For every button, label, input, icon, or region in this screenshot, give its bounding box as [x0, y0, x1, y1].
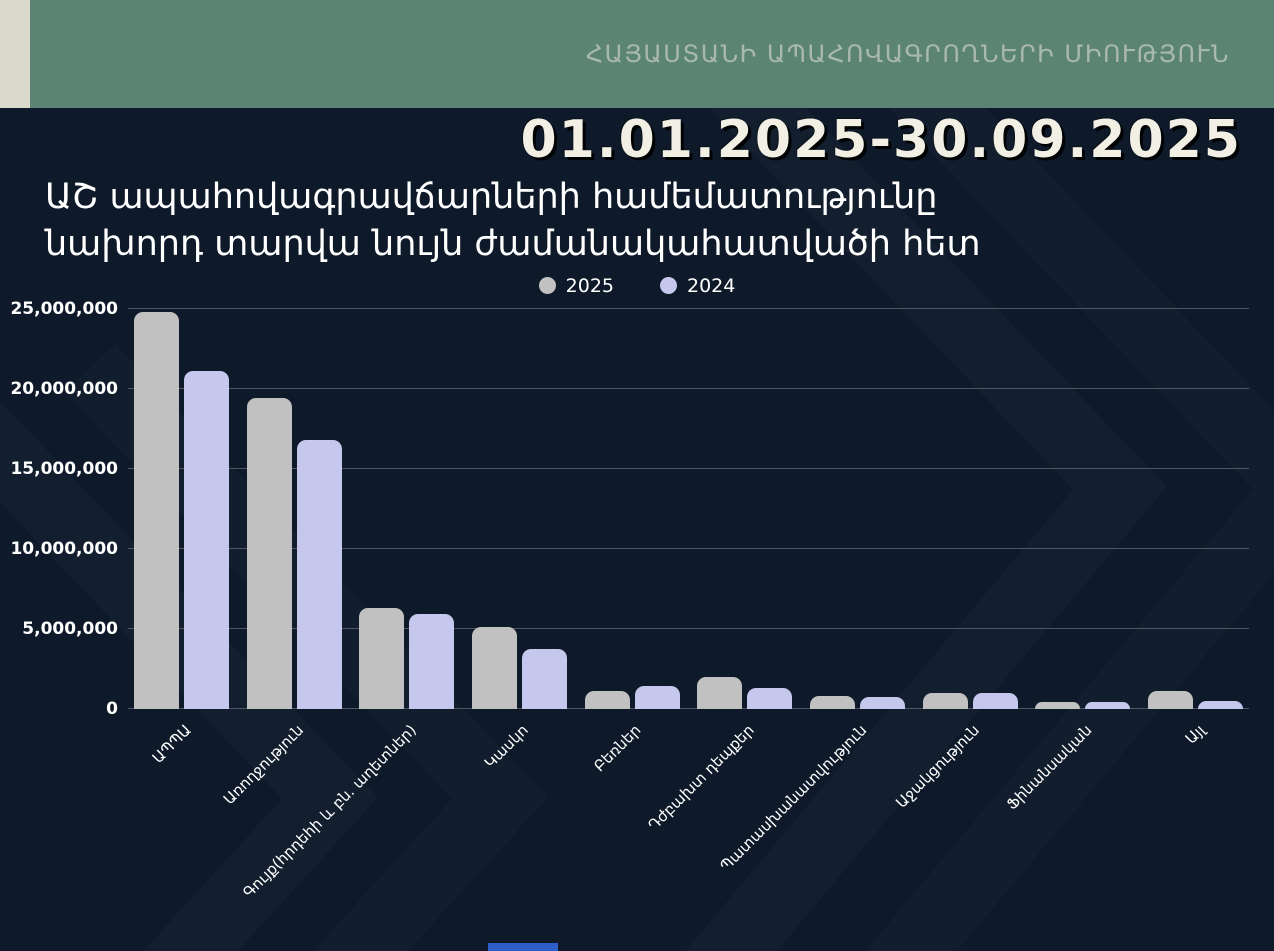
- bar-2024: [1085, 702, 1131, 709]
- bar-2025: [697, 676, 743, 709]
- y-axis-tick-label: 15,000,000: [10, 458, 118, 479]
- y-axis-tick-label: 10,000,000: [10, 538, 118, 559]
- bar-group: Ֆինանսական: [1003, 309, 1131, 813]
- plot-area: ԱՊՊԱ Առողջություն Գույք(հրդեհի և բն. աղետն…: [128, 307, 1249, 901]
- x-axis-category-text: Այլ: [1181, 720, 1209, 748]
- bar-2024: [1197, 700, 1243, 709]
- bar-group: Բեռներ: [584, 309, 680, 775]
- x-axis-category-text: Աջակցություն: [892, 720, 983, 812]
- bar-2024: [184, 370, 229, 709]
- bar-2025: [1147, 690, 1193, 709]
- banner-left-strip: [0, 0, 30, 108]
- bar-2024: [521, 649, 567, 709]
- x-axis-category-text: ԱՊՊԱ: [148, 720, 195, 767]
- x-axis-category-text: Առողջություն: [219, 720, 307, 808]
- date-range: 01.01.2025-30.09.2025: [520, 110, 1242, 170]
- gridline: [128, 627, 1249, 629]
- x-axis-category-text: Ֆինանսական: [1003, 720, 1096, 813]
- bar-2025: [584, 690, 630, 709]
- bar-group: Գույք(հրդեհի և բն. աղետներ): [239, 309, 455, 901]
- chart-section: 01.01.2025-30.09.2025 ԱՇ ապահովագրավճարն…: [0, 108, 1274, 951]
- y-axis-tick-label: 5,000,000: [22, 618, 118, 639]
- y-axis-tick-label: 25,000,000: [10, 298, 118, 319]
- bar-2025: [809, 695, 855, 709]
- bar-2024: [409, 614, 455, 709]
- bar-group: Դժբախտ դեպքեր: [644, 309, 793, 834]
- chart-title: ԱՇ ապահովագրավճարների համեմատությունը նա…: [45, 177, 981, 265]
- bar-2025: [246, 398, 292, 709]
- y-axis-tick-label: 0: [106, 698, 118, 719]
- legend-item-2024: 2024: [660, 275, 735, 297]
- bar-group: ԱՊՊԱ: [134, 309, 229, 766]
- bar-2025: [134, 311, 179, 709]
- bar-group: Առողջություն: [220, 309, 342, 808]
- top-banner: ՀԱՅԱՍՏԱՆԻ ԱՊԱՀՈՎԱԳՐՈՂՆԵՐԻ ՄԻՈՒԹՅՈՒՆ: [0, 0, 1274, 108]
- bar-group: Այլ: [1147, 309, 1243, 747]
- gridline: [128, 707, 1249, 709]
- bar-2025: [922, 692, 968, 709]
- bar-group: Կասկո: [471, 309, 567, 772]
- gridline: [128, 307, 1249, 309]
- bar-2024: [296, 439, 342, 709]
- bar-groups: ԱՊՊԱ Առողջություն Գույք(հրդեհի և բն. աղետն…: [128, 309, 1249, 901]
- legend-label: 2025: [565, 274, 614, 297]
- y-axis: 0 5,000,000 10,000,000 15,000,000 20,000,000…: [8, 299, 128, 719]
- chart-legend: 2025 2024: [0, 275, 1274, 297]
- bar-2024: [972, 692, 1018, 709]
- bar-2024: [859, 697, 905, 709]
- x-axis-category-text: Կասկո: [481, 720, 533, 772]
- bar-group: Պատասխանատվություն: [716, 309, 905, 874]
- legend-dot: [538, 277, 556, 294]
- x-axis-category-text: Դժբախտ դեպքեր: [644, 720, 758, 834]
- bar-2025: [359, 607, 405, 709]
- legend-label: 2024: [687, 274, 736, 297]
- legend-dot: [660, 277, 677, 294]
- gridline: [128, 387, 1249, 389]
- organization-name: ՀԱՅԱՍՏԱՆԻ ԱՊԱՀՈՎԱԳՐՈՂՆԵՐԻ ՄԻՈՒԹՅՈՒՆ: [585, 40, 1230, 68]
- legend-item-2025: 2025: [538, 274, 614, 297]
- bar-2024: [747, 687, 793, 709]
- bar-2024: [634, 686, 680, 709]
- x-axis-category-text: Բեռներ: [590, 720, 645, 775]
- gridline: [128, 467, 1249, 469]
- gridline: [128, 547, 1249, 549]
- y-axis-tick-label: 20,000,000: [10, 378, 118, 399]
- bottom-accent-bar: [488, 943, 558, 951]
- bar-chart: 0 5,000,000 10,000,000 15,000,000 20,000,000…: [8, 299, 1249, 901]
- bar-2025: [471, 626, 517, 709]
- bar-group: Աջակցություն: [892, 309, 1018, 811]
- bar-2025: [1035, 702, 1081, 709]
